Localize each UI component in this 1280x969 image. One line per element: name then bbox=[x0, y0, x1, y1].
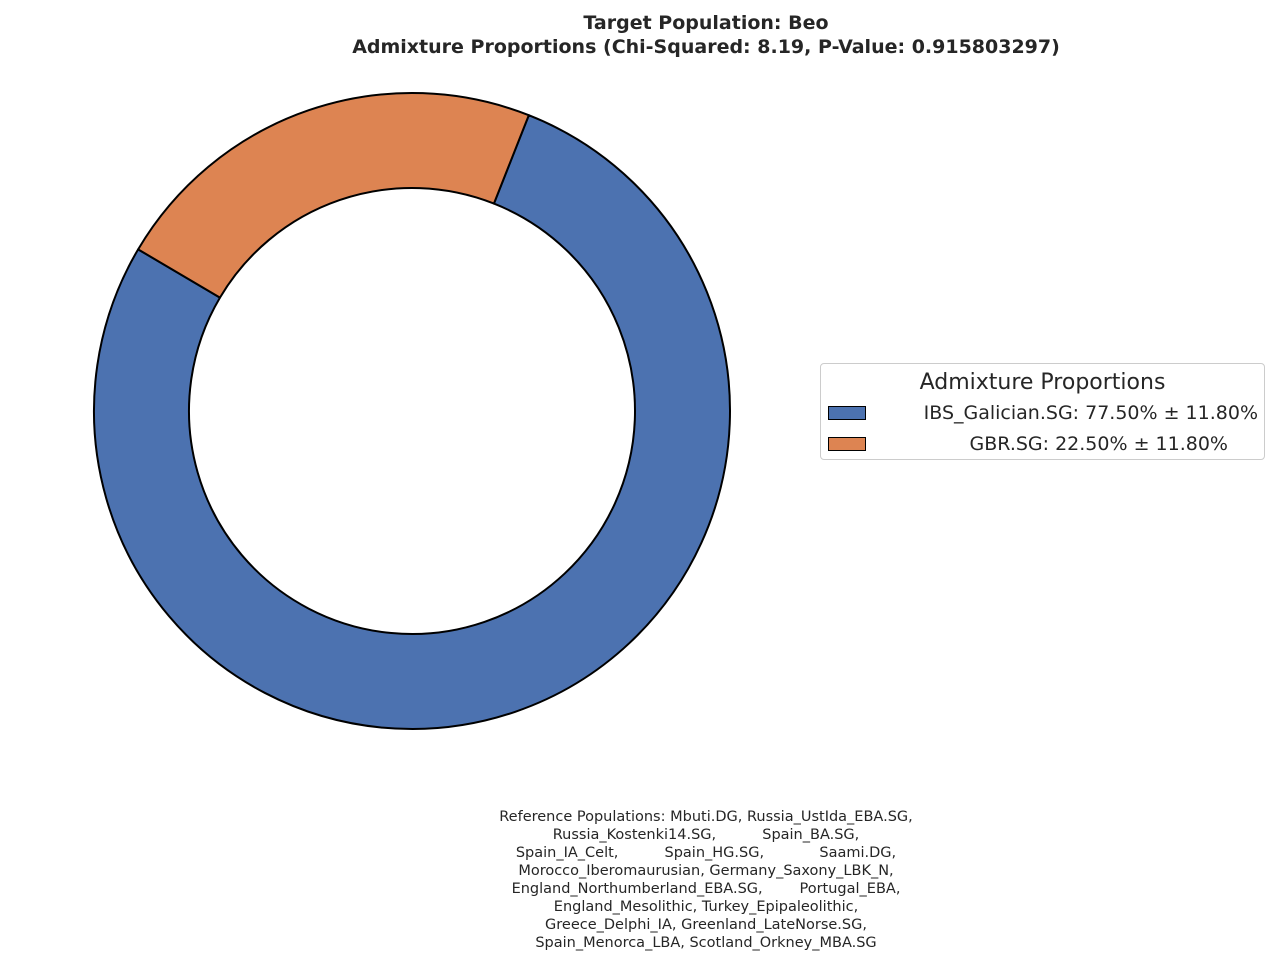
legend-item-ibs-galician: IBS_Galician.SG: 77.50% ± 11.80% bbox=[828, 402, 1258, 424]
reference-note-line: Morocco_Iberomaurusian, Germany_Saxony_L… bbox=[518, 863, 894, 879]
donut-slice-gbr-sg bbox=[137, 92, 530, 299]
legend-swatch-ibs-galician bbox=[828, 406, 866, 420]
legend-label-ibs-galician: IBS_Galician.SG: 77.50% ± 11.80% bbox=[923, 402, 1258, 424]
chart-title: Target Population: Beo Admixture Proport… bbox=[0, 11, 1280, 59]
chart-title-line-2: Admixture Proportions (Chi-Squared: 8.19… bbox=[352, 36, 1060, 58]
legend-label-gbr: GBR.SG: 22.50% ± 11.80% bbox=[969, 433, 1228, 455]
reference-populations-note: Reference Populations: Mbuti.DG, Russia_… bbox=[406, 808, 1006, 952]
donut-slice-ibs-galician-sg bbox=[93, 114, 731, 730]
legend-title: Admixture Proportions bbox=[919, 370, 1166, 395]
reference-note-line: England_Mesolithic, Turkey_Epipaleolithi… bbox=[553, 899, 859, 915]
legend: Admixture Proportions IBS_Galician.SG: 7… bbox=[820, 363, 1265, 460]
reference-note-line: Reference Populations: Mbuti.DG, Russia_… bbox=[499, 809, 913, 825]
reference-note-line: Spain_IA_Celt, Spain_HG.SG, Saami.DG, bbox=[515, 845, 897, 861]
legend-swatch-gbr bbox=[828, 437, 866, 451]
reference-note-line: England_Northumberland_EBA.SG, Portugal_… bbox=[511, 881, 901, 897]
chart-title-line-1: Target Population: Beo bbox=[583, 12, 829, 34]
donut-chart bbox=[93, 92, 731, 730]
reference-note-line: Spain_Menorca_LBA, Scotland_Orkney_MBA.S… bbox=[535, 935, 877, 951]
reference-note-line: Greece_Delphi_IA, Greenland_LateNorse.SG… bbox=[545, 917, 867, 933]
reference-note-line: Russia_Kostenki14.SG, Spain_BA.SG, bbox=[552, 827, 860, 843]
legend-item-gbr: GBR.SG: 22.50% ± 11.80% bbox=[828, 433, 1258, 455]
